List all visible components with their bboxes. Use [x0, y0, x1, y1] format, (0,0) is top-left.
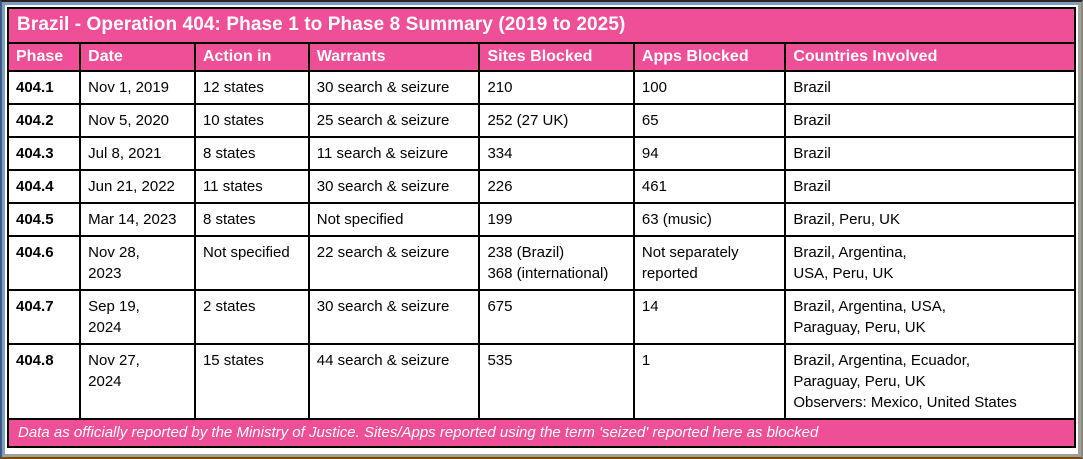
column-header-date: Date	[79, 42, 196, 72]
table-cell: 404.2	[6, 103, 82, 138]
table-cell: Brazil, Argentina, USA, Paraguay, Peru, …	[784, 289, 1076, 345]
table-cell: Jun 21, 2022	[79, 169, 196, 204]
table-cell: 1	[632, 343, 787, 420]
table-footnote: Data as officially reported by the Minis…	[7, 418, 1076, 448]
table-row: 404.2 Nov 5, 2020 10 states 25 search & sei…	[6, 103, 1076, 138]
table-cell: 675	[478, 289, 635, 345]
table-cell: 65	[632, 103, 787, 138]
table-cell: 10 states	[193, 103, 310, 138]
table-cell: Brazil, Peru, UK	[784, 202, 1076, 237]
table-cell: 404.8	[6, 343, 82, 420]
table-cell: 404.3	[6, 136, 82, 171]
table-row: 404.3 Jul 8, 2021 8 states 11 search & seiz…	[6, 136, 1076, 171]
table-title-row: Brazil - Operation 404: Phase 1 to Phase…	[7, 7, 1076, 44]
table-cell: 226	[478, 169, 635, 204]
table-cell: 2 states	[193, 289, 310, 345]
table-cell: 22 search & seizure	[307, 235, 481, 291]
table-cell: Not separately reported	[632, 235, 787, 291]
table-cell: 100	[632, 70, 787, 105]
table-cell: 30 search & seizure	[307, 70, 481, 105]
column-header-warrants: Warrants	[307, 42, 481, 72]
table-cell: 44 search & seizure	[307, 343, 481, 420]
table-cell: 535	[478, 343, 635, 420]
table-cell: Brazil	[784, 103, 1076, 138]
table-row: 404.6 Nov 28, 2023 Not specified 22 search …	[6, 235, 1076, 291]
table-cell: Nov 28, 2023	[79, 235, 196, 291]
table-cell: Sep 19, 2024	[79, 289, 196, 345]
table-row: 404.1 Nov 1, 2019 12 states 30 search & sei…	[6, 70, 1076, 105]
table-cell: 14	[632, 289, 787, 345]
table-cell: 12 states	[193, 70, 310, 105]
column-header-countries-involved: Countries Involved	[784, 42, 1076, 72]
table-cell: Nov 5, 2020	[79, 103, 196, 138]
column-header-action-in: Action in	[193, 42, 310, 72]
table-cell: Brazil	[784, 70, 1076, 105]
table-cell: Brazil	[784, 169, 1076, 204]
table-cell: 8 states	[193, 136, 310, 171]
table-cell: 238 (Brazil) 368 (international)	[478, 235, 635, 291]
table-cell: 199	[478, 202, 635, 237]
table-cell: Not specified	[193, 235, 310, 291]
table-title: Brazil - Operation 404: Phase 1 to Phase…	[7, 7, 1076, 44]
table-row: 404.5 Mar 14, 2023 8 states Not specified 19…	[6, 202, 1076, 237]
column-header-sites-blocked: Sites Blocked	[478, 42, 635, 72]
table-cell: 94	[632, 136, 787, 171]
table-cell: 252 (27 UK)	[478, 103, 635, 138]
table-cell: 11 search & seizure	[307, 136, 481, 171]
table-cell: Mar 14, 2023	[79, 202, 196, 237]
operation-404-summary-table: Brazil - Operation 404: Phase 1 to Phase…	[6, 7, 1076, 448]
table-cell: 11 states	[193, 169, 310, 204]
table-cell: Jul 8, 2021	[79, 136, 196, 171]
table-cell: 210	[478, 70, 635, 105]
table-cell: 404.7	[6, 289, 82, 345]
table-cell: 404.6	[6, 235, 82, 291]
table-cell: 30 search & seizure	[307, 169, 481, 204]
table-cell: Brazil, Argentina, USA, Peru, UK	[784, 235, 1076, 291]
table-cell: Not specified	[307, 202, 481, 237]
table-cell: Brazil	[784, 136, 1076, 171]
table-cell: Brazil, Argentina, Ecuador, Paraguay, Pe…	[784, 343, 1076, 420]
table-cell: 15 states	[193, 343, 310, 420]
table-footnote-row: Data as officially reported by the Minis…	[7, 418, 1076, 448]
table-row: 404.4 Jun 21, 2022 11 states 30 search & se…	[6, 169, 1076, 204]
column-header-phase: Phase	[6, 42, 82, 72]
table-cell: Nov 27, 2024	[79, 343, 196, 420]
table-cell: 25 search & seizure	[307, 103, 481, 138]
table-cell: 404.1	[6, 70, 82, 105]
table-cell: Nov 1, 2019	[79, 70, 196, 105]
table-header-row: Phase Date Action in Warrants Sites Blocked A…	[6, 42, 1076, 72]
table-cell: 404.5	[6, 202, 82, 237]
table-cell: 334	[478, 136, 635, 171]
table-cell: 63 (music)	[632, 202, 787, 237]
table-cell: 30 search & seizure	[307, 289, 481, 345]
table-cell: 8 states	[193, 202, 310, 237]
column-header-apps-blocked: Apps Blocked	[632, 42, 787, 72]
table-cell: 404.4	[6, 169, 82, 204]
table-row: 404.8 Nov 27, 2024 15 states 44 search & se…	[6, 343, 1076, 420]
table-row: 404.7 Sep 19, 2024 2 states 30 search & sei…	[6, 289, 1076, 345]
table-cell: 461	[632, 169, 787, 204]
